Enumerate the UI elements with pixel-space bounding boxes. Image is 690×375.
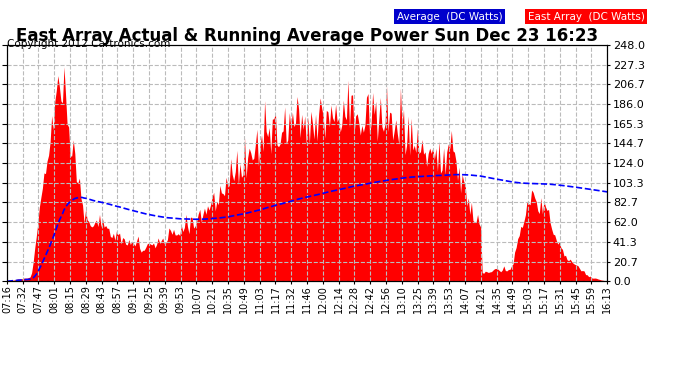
Text: East Array  (DC Watts): East Array (DC Watts) [528, 12, 644, 22]
Text: Copyright 2012 Cartronics.com: Copyright 2012 Cartronics.com [7, 39, 170, 50]
Text: Average  (DC Watts): Average (DC Watts) [397, 12, 502, 22]
Title: East Array Actual & Running Average Power Sun Dec 23 16:23: East Array Actual & Running Average Powe… [16, 27, 598, 45]
